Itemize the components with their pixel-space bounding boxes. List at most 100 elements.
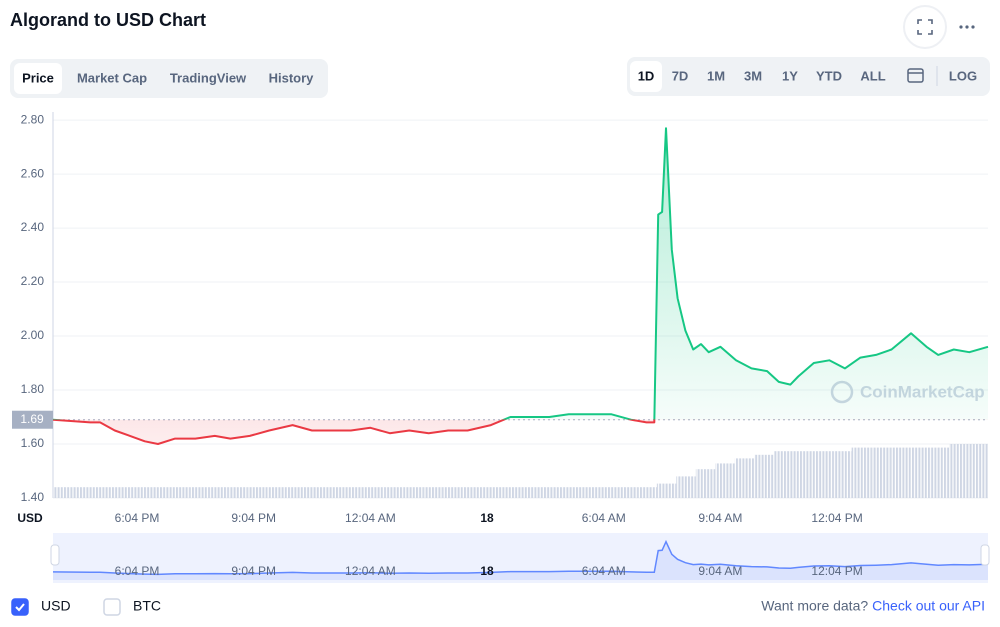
volume-bar	[637, 487, 657, 498]
x-tick-label: 18	[480, 511, 494, 525]
y-tick-label: 1.80	[21, 382, 45, 396]
price-area	[53, 128, 988, 444]
range-button[interactable]: YTD	[816, 68, 842, 83]
y-tick-label: 1.60	[21, 436, 45, 450]
range-button[interactable]: 1M	[707, 68, 725, 83]
navigator-tick-label: 6:04 PM	[115, 564, 160, 578]
checkmark	[15, 603, 25, 612]
volume-bar	[656, 483, 677, 498]
fullscreen-button[interactable]	[903, 5, 947, 49]
volume-bar	[910, 447, 930, 498]
baseline-label: 1.69	[20, 412, 44, 426]
log-button[interactable]: LOG	[949, 68, 977, 83]
footer-question: Want more data?	[761, 598, 868, 614]
volume-bar	[150, 487, 170, 498]
y-tick-label: 2.40	[21, 220, 45, 234]
range-button[interactable]: 1D	[638, 68, 655, 83]
volume-bar	[890, 447, 911, 498]
volume-bar	[578, 487, 599, 498]
volume-bar	[871, 447, 891, 498]
x-tick-label: 6:04 PM	[115, 511, 160, 525]
volume-bar	[228, 487, 248, 498]
tab[interactable]: Market Cap	[77, 70, 147, 85]
navigator-tick-label: 12:04 AM	[345, 564, 396, 578]
calendar-icon[interactable]	[907, 68, 924, 83]
x-tick-label: 9:04 PM	[231, 511, 276, 525]
checkbox[interactable]	[103, 598, 121, 616]
volume-bar	[384, 487, 404, 498]
volume-bar	[793, 451, 813, 498]
volume-bar	[345, 487, 365, 498]
volume-bar	[72, 487, 92, 498]
tab[interactable]: TradingView	[170, 70, 247, 85]
volume-bar	[130, 487, 151, 498]
currency-label: USD	[41, 598, 71, 614]
volume-bar	[442, 487, 463, 498]
active-tab-bg	[14, 63, 62, 94]
volume-bar	[773, 451, 794, 498]
tab[interactable]: History	[269, 70, 315, 85]
navigator-handle[interactable]	[980, 544, 990, 566]
api-link[interactable]: Check out our API	[872, 598, 985, 614]
navigator-tick-label: 12:04 PM	[811, 564, 862, 578]
volume-bar	[695, 469, 716, 498]
baseline-label-bg	[12, 410, 53, 429]
currency-axis-label: USD	[17, 511, 43, 525]
x-tick-label: 12:04 AM	[345, 511, 396, 525]
volume-bar	[598, 487, 618, 498]
range-button[interactable]: ALL	[860, 68, 885, 83]
volume-bar	[91, 487, 112, 498]
navigator-handle[interactable]	[50, 544, 60, 566]
more-button[interactable]	[959, 25, 975, 29]
volume-bar	[286, 487, 307, 498]
fullscreen-icon	[917, 19, 933, 35]
volume-bar	[812, 451, 833, 498]
volume-bar	[189, 487, 209, 498]
volume-bar	[111, 487, 131, 498]
volume-bar	[462, 487, 482, 498]
volume-bar	[403, 487, 424, 498]
volume-bar	[306, 487, 326, 498]
price-line	[52, 127, 989, 445]
volume-bar	[617, 487, 638, 498]
range-button[interactable]: 1Y	[782, 68, 798, 83]
volume-bar	[325, 487, 346, 498]
volume-bar	[929, 447, 950, 498]
volume-bar	[734, 458, 755, 498]
y-tick-label: 1.40	[21, 490, 45, 504]
tab[interactable]: Price	[22, 70, 54, 85]
volume-bar	[364, 487, 385, 498]
y-tick-label: 2.00	[21, 328, 45, 342]
tab-bar	[10, 59, 328, 98]
volume-bar	[715, 463, 735, 498]
y-tick-label: 2.20	[21, 274, 45, 288]
range-button[interactable]: 3M	[744, 68, 762, 83]
checkbox[interactable]	[11, 598, 29, 616]
volume-bar	[208, 487, 229, 498]
volume-bar	[676, 476, 696, 498]
navigator-tick-label: 6:04 AM	[582, 564, 626, 578]
range-bar	[627, 57, 990, 96]
y-tick-label: 2.60	[21, 166, 45, 180]
volume-bar	[247, 487, 268, 498]
navigator-line	[52, 539, 989, 576]
volume-bar	[559, 487, 579, 498]
volume-bar	[851, 447, 872, 498]
navigator-tick-label: 9:04 PM	[231, 564, 276, 578]
volume-bar	[481, 487, 502, 498]
volume-bar	[832, 451, 852, 498]
y-tick-label: 2.80	[21, 112, 45, 126]
range-button[interactable]: 7D	[672, 68, 689, 83]
navigator-tick-label: 9:04 AM	[698, 564, 742, 578]
navigator-area	[53, 541, 988, 580]
volume-bar	[539, 487, 560, 498]
active-range-bg	[630, 61, 662, 92]
volume-bar	[520, 487, 540, 498]
x-tick-label: 9:04 AM	[698, 511, 742, 525]
volume-bar	[169, 487, 190, 498]
volume-bar	[53, 487, 73, 498]
volume-bar	[267, 487, 287, 498]
volume-bar	[949, 444, 969, 498]
navigator-tick-label: 18	[480, 564, 494, 578]
